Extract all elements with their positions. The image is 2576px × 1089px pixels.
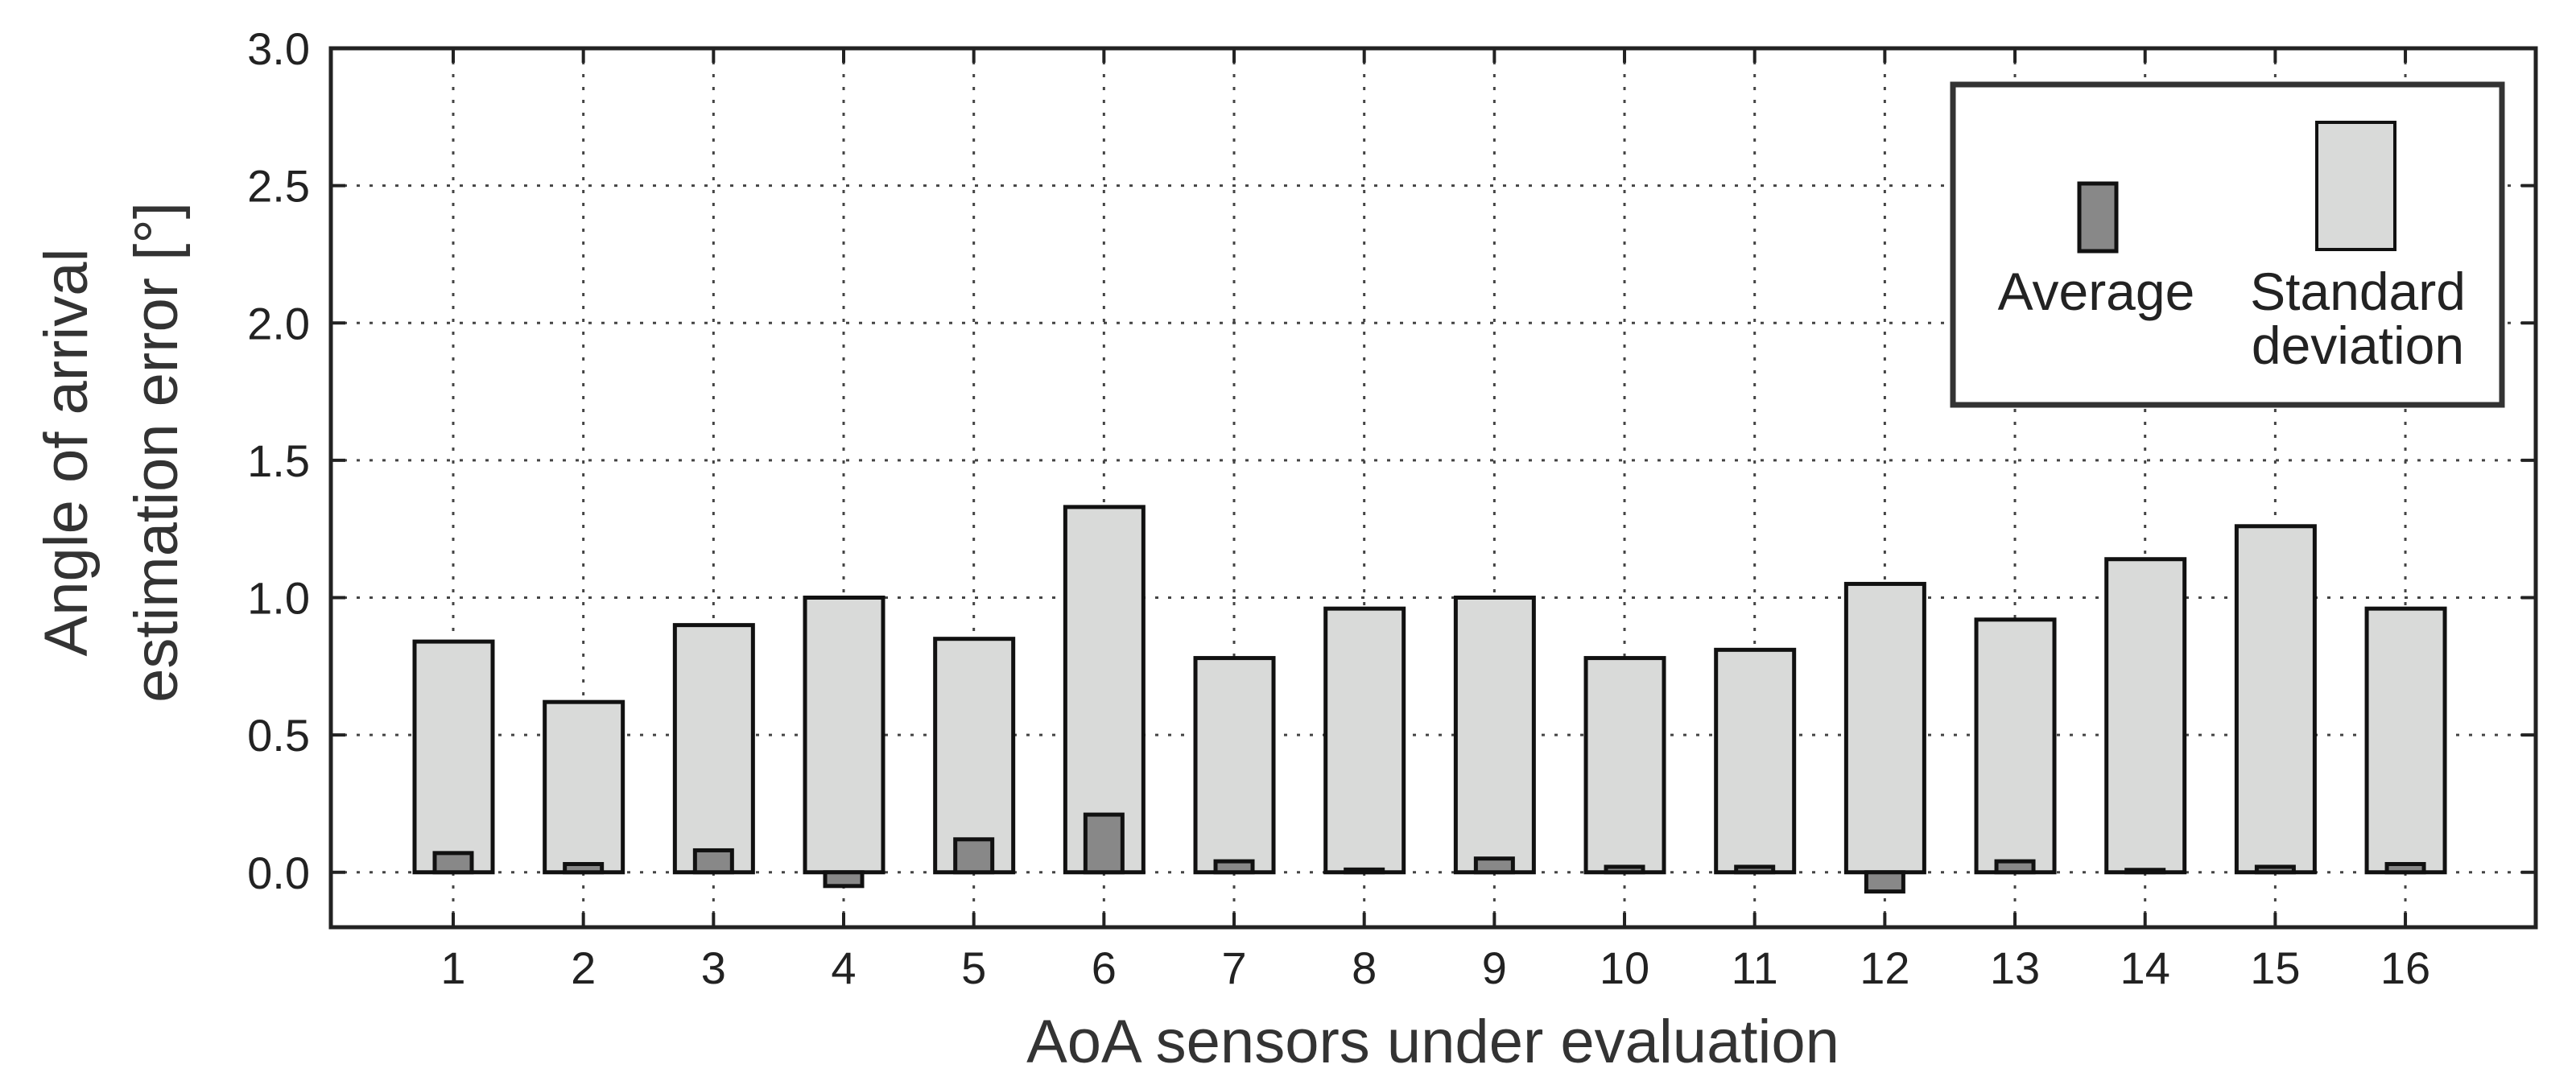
std-bar [933,637,1016,875]
std-bar [1974,617,2057,875]
y-tick-label: 1.5 [247,435,310,486]
y-tick-label: 2.0 [247,298,310,349]
std-bar [412,639,495,875]
average-bar [1083,812,1125,875]
x-axis-title: AoA sensors under evaluation [1026,1008,1839,1076]
average-bar [1864,870,1905,894]
x-tick-label: 7 [1221,943,1246,993]
std-bar [1323,606,1406,875]
bars [412,505,2447,894]
std-bar [543,699,625,875]
x-tick-label: 1 [440,943,465,993]
y-tick-label: 3.0 [247,23,310,74]
x-tick-label: 3 [701,943,726,993]
legend-std-label-line2: deviation [2252,316,2464,375]
legend-std-swatch [2315,121,2396,251]
average-bar [2254,864,2296,875]
legend-std-label-line1: Standard [2250,262,2466,321]
std-bar [1193,656,1276,875]
std-bar [2104,557,2187,875]
std-bar [1453,596,1536,875]
std-bar [1714,647,1797,875]
average-bar [432,851,474,875]
std-bar [803,596,886,875]
std-bar [1583,656,1666,875]
legend-box [1950,81,2505,408]
x-tick-label: 9 [1482,943,1507,993]
std-bar [2364,606,2447,875]
x-tick-label: 16 [2380,943,2430,993]
y-tick-label: 1.0 [247,573,310,624]
legend-average-swatch [2077,181,2119,254]
plot-frame [328,46,2538,930]
y-axis-title: Angle of arrival estimation error [°] [32,202,191,703]
x-tick-label: 6 [1092,943,1117,993]
grid [331,47,2536,927]
average-bar [2124,868,2166,875]
x-tick-label: 11 [1732,943,1778,993]
std-bar [2234,524,2317,875]
x-tick-label: 4 [831,943,856,993]
x-tick-label: 12 [1860,943,1909,993]
y-axis-title-line2: estimation error [°] [122,202,191,703]
average-bar [1994,859,2036,875]
x-tick-label: 15 [2250,943,2300,993]
average-bar [1604,864,1645,875]
x-tick-label: 8 [1352,943,1377,993]
average-bar [1344,867,1385,875]
average-bar [563,862,605,875]
x-tick-label: 2 [571,943,596,993]
y-tick-label: 2.5 [247,161,310,212]
average-bar [823,870,865,889]
std-bar [1063,505,1146,875]
average-bar [1473,856,1515,875]
std-bar [1843,581,1926,875]
ticks: 0.00.51.01.52.02.53.01 2 3 4 5 6 7 8 9 10 11 12 13 14… [247,23,2536,993]
x-tick-label: 5 [961,943,986,993]
y-tick-label: 0.0 [247,848,310,898]
average-bar [2384,862,2426,875]
legend-average-label: Average [1998,262,2195,321]
y-tick-label: 0.5 [247,710,310,761]
x-tick-label: 10 [1600,943,1649,993]
x-tick-label: 14 [2120,943,2170,993]
average-bar [692,848,734,875]
legend: Average Standard deviation [1950,81,2505,408]
x-tick-label: 13 [1990,943,2040,993]
average-bar [1213,859,1255,875]
average-bar [1734,864,1776,875]
average-bar [953,837,995,875]
y-axis-title-line1: Angle of arrival [32,249,101,657]
std-bar [672,623,755,875]
